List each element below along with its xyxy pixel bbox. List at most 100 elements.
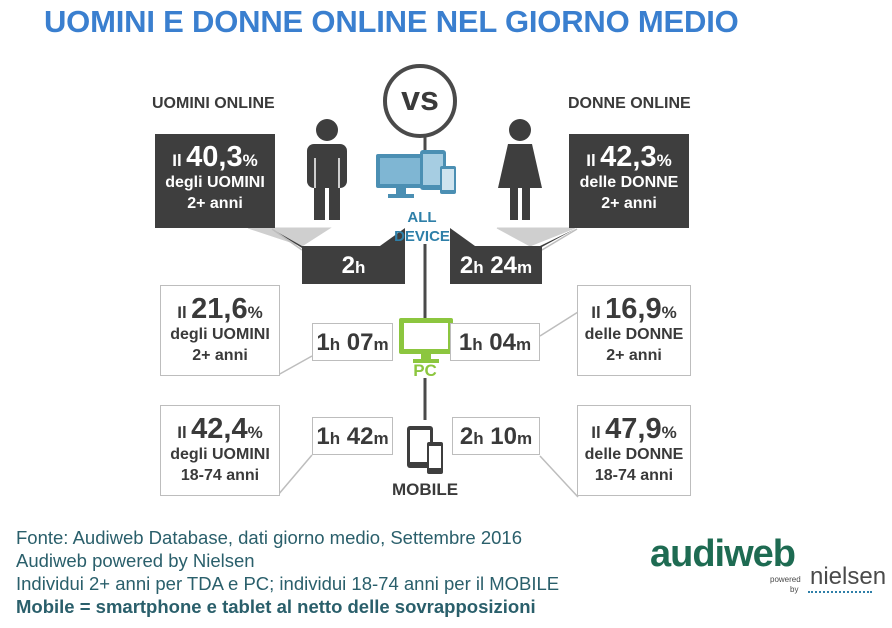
men-mobile-stat-box: Il 42,4% degli UOMINI 18-74 anni <box>160 405 280 496</box>
time-minutes-unit: m <box>516 335 532 354</box>
time-hours: 2 <box>341 252 355 279</box>
mobile-icon <box>407 426 443 474</box>
stat-line2: delle DONNE <box>584 326 684 343</box>
woman-icon <box>498 119 542 220</box>
time-minutes: 42 <box>346 423 374 450</box>
men-all-stat-box: Il 40,3% degli UOMINI 2+ anni <box>155 134 275 228</box>
by-text: by <box>790 585 799 594</box>
stat-line3: 18-74 anni <box>594 467 674 484</box>
stat-value: 42,4 <box>191 413 248 445</box>
callout-tail-men-all <box>247 227 332 247</box>
audiweb-wordmark: audiweb <box>650 533 796 575</box>
women-all-stat-box: Il 42,3% delle DONNE 2+ anni <box>569 134 689 228</box>
vs-circle: vs <box>383 64 457 138</box>
men-pc-stat-box: Il 21,6% degli UOMINI 2+ anni <box>160 285 280 376</box>
pc-label: PC <box>413 361 437 380</box>
men-all-time-box: 2h <box>302 246 405 284</box>
dark-point-women <box>450 228 475 246</box>
time-minutes-unit: m <box>517 429 533 448</box>
stat-unit: % <box>247 423 263 442</box>
time-hours-unit: h <box>329 429 341 448</box>
stat-unit: % <box>661 423 677 442</box>
stat-line3: 18-74 anni <box>180 467 260 484</box>
all-device-label-line2: DEVICE <box>394 228 450 245</box>
stat-line2: delle DONNE <box>584 446 684 463</box>
stat-line2: degli UOMINI <box>170 446 270 463</box>
women-pc-stat-box: Il 16,9% delle DONNE 2+ anni <box>577 285 691 376</box>
callout-tail-women-all <box>496 227 576 247</box>
stat-value: 40,3 <box>186 141 243 173</box>
stat-value: 16,9 <box>605 293 662 325</box>
stat-line3: 2+ anni <box>187 195 243 212</box>
callout-line-women-pc <box>539 311 579 337</box>
women-header: DONNE ONLINE <box>568 95 691 112</box>
stat-unit: % <box>247 303 263 322</box>
time-minutes-unit: m <box>373 335 389 354</box>
footer-mobile-note: Mobile = smartphone e tablet al netto de… <box>16 596 536 617</box>
women-mobile-stat-box: Il 47,9% delle DONNE 18-74 anni <box>577 405 691 496</box>
time-hours: 2 <box>459 423 474 450</box>
footer-powered: Audiweb powered by Nielsen <box>16 550 255 571</box>
footer-individuals: Individui 2+ anni per TDA e PC; individu… <box>16 573 560 594</box>
footer-notes: Fonte: Audiweb Database, dati giorno med… <box>16 526 559 618</box>
all-device-label: ALL DEVICE <box>382 208 462 246</box>
time-minutes: 04 <box>489 329 516 356</box>
stat-unit: % <box>656 151 672 170</box>
stat-value: 42,3 <box>600 141 657 173</box>
time-hours: 1 <box>458 329 473 356</box>
all-devices-icon <box>376 150 456 198</box>
stat-line3: 2+ anni <box>601 195 657 212</box>
stat-prefix: Il <box>591 303 601 322</box>
time-minutes: 10 <box>490 423 517 450</box>
women-all-time-box: 2h 24m <box>450 246 542 284</box>
men-header: UOMINI ONLINE <box>152 95 275 112</box>
stat-unit: % <box>242 151 258 170</box>
stat-value: 47,9 <box>605 413 662 445</box>
time-hours-unit: h <box>472 335 483 354</box>
stat-prefix: Il <box>177 423 187 442</box>
powered-text: powered <box>770 575 801 584</box>
time-minutes: 07 <box>346 329 374 356</box>
time-hours: 2 <box>459 252 474 279</box>
men-mobile-time-box: 1h 42m <box>312 417 393 455</box>
women-mobile-time-box: 2h 10m <box>452 417 540 455</box>
audiweb-logo: audiweb powered by nielsen <box>650 533 886 605</box>
time-hours: 1 <box>316 423 330 450</box>
mobile-label: MOBILE <box>391 480 459 499</box>
stat-line3: 2+ anni <box>606 347 662 364</box>
nielsen-wordmark: nielsen <box>810 563 887 590</box>
page-title: UOMINI E DONNE ONLINE NEL GIORNO MEDIO <box>44 4 739 39</box>
vs-label: vs <box>401 80 439 118</box>
time-hours-unit: h <box>473 429 484 448</box>
dark-tail-line-women <box>541 228 578 251</box>
stat-line2: degli UOMINI <box>170 326 270 343</box>
stat-prefix: Il <box>591 423 601 442</box>
man-icon <box>307 119 347 220</box>
time-minutes-unit: m <box>517 258 533 277</box>
time-hours-unit: h <box>329 335 341 354</box>
stat-prefix: Il <box>586 151 596 170</box>
all-device-label-line1: ALL <box>407 209 437 226</box>
time-minutes-unit: m <box>373 429 389 448</box>
callout-line-women-mob <box>539 455 579 498</box>
stat-line2: delle DONNE <box>579 174 679 191</box>
stat-value: 21,6 <box>191 293 248 325</box>
pc-icon <box>399 318 453 363</box>
nielsen-dots <box>808 591 872 596</box>
dark-tail-women <box>540 229 575 248</box>
dark-tail-line-men <box>271 228 303 251</box>
time-hours: 1 <box>316 329 330 356</box>
women-pc-time-box: 1h 04m <box>450 323 540 361</box>
men-pc-time-box: 1h 07m <box>312 323 393 361</box>
time-hours-unit: h <box>473 258 484 277</box>
time-hours-unit: h <box>354 258 366 277</box>
footer-source: Fonte: Audiweb Database, dati giorno med… <box>16 527 522 548</box>
stat-line2: degli UOMINI <box>165 174 265 191</box>
stat-unit: % <box>661 303 677 322</box>
stat-line3: 2+ anni <box>192 347 248 364</box>
stat-prefix: Il <box>177 303 187 322</box>
callout-line-men-pc <box>277 355 313 376</box>
dark-point-men <box>380 228 405 246</box>
time-minutes: 24 <box>490 252 517 279</box>
